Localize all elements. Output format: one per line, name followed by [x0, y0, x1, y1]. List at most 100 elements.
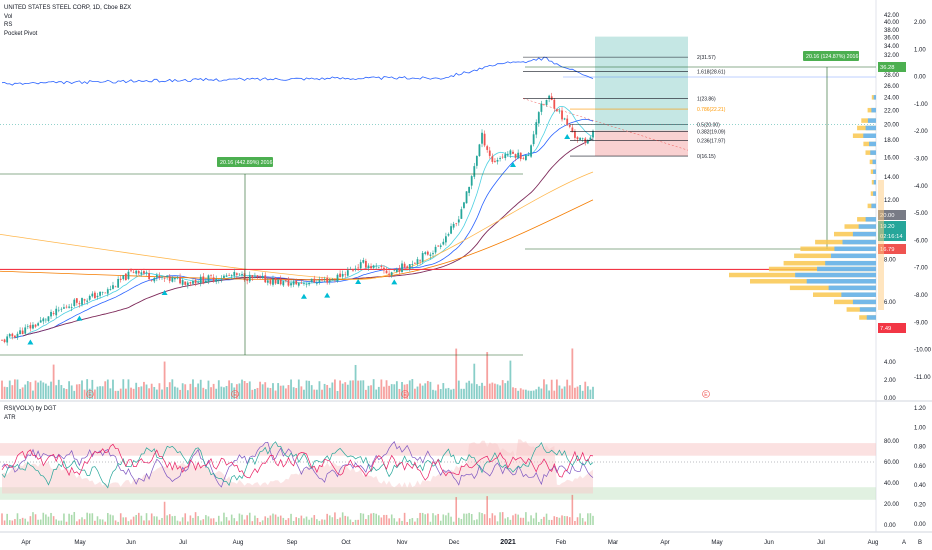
- candle-body: [279, 278, 282, 285]
- volume-bar: [47, 385, 50, 399]
- earnings-marker: [401, 390, 409, 398]
- volume-bar: [145, 384, 148, 399]
- candle-body: [217, 280, 220, 281]
- volume-bar: [558, 385, 561, 399]
- volume-bar: [158, 383, 161, 399]
- rsi-volume-bar: [442, 514, 445, 525]
- volume-bar: [99, 386, 101, 399]
- time-tick-label: May: [711, 540, 722, 546]
- rsi-volume-bar: [91, 513, 94, 525]
- candle-body: [491, 156, 494, 162]
- profile-bar-sell: [873, 191, 876, 196]
- candle-body: [248, 274, 251, 282]
- rsi-volume-bar: [153, 516, 156, 525]
- candle-body: [555, 109, 558, 112]
- volume-bar: [388, 385, 391, 399]
- candle-body: [233, 271, 236, 276]
- volume-bar: [499, 385, 501, 399]
- volume-bar: [313, 389, 316, 399]
- candle-body: [86, 300, 89, 302]
- rsi-volume-bar: [563, 516, 566, 525]
- profile-bar-sell: [852, 299, 876, 305]
- rsi-volume-bar: [568, 517, 571, 525]
- rsi-volume-bar: [251, 521, 254, 525]
- volume-bar: [401, 382, 403, 399]
- candle-body: [68, 306, 71, 308]
- candle-body: [483, 133, 486, 146]
- legend-rsi-volx[interactable]: RSI(VOLX) by DGT: [4, 406, 57, 412]
- candle-body: [197, 282, 200, 284]
- candle-body: [21, 330, 24, 335]
- volume-bar: [491, 382, 494, 399]
- rsi-volume-bar: [32, 512, 34, 525]
- atr-tick-label: 0.00: [914, 522, 926, 528]
- volume-bars: [1, 348, 594, 399]
- rsi-volume-bar: [57, 520, 60, 525]
- rsi-volume-bar: [259, 521, 261, 525]
- volume-bar: [380, 379, 383, 399]
- rsi-volume-bar: [166, 515, 168, 525]
- candle-body: [264, 275, 267, 283]
- volume-bar: [143, 381, 145, 399]
- rsi-volume-bar: [331, 517, 334, 525]
- candle-body: [481, 132, 483, 144]
- rsi-volume-bar: [388, 518, 390, 525]
- rsi-tick-label: 80.00: [884, 439, 900, 445]
- legend-atr[interactable]: ATR: [4, 414, 16, 421]
- candle-body: [259, 276, 261, 277]
- volume-bar: [148, 388, 151, 399]
- candle-body: [424, 252, 427, 254]
- symbol-title[interactable]: UNITED STATES STEEL CORP, 1D, Cboe BZX: [4, 5, 132, 11]
- legend-vol[interactable]: Vol: [4, 13, 13, 20]
- price-label-bg: [878, 231, 906, 241]
- candle-body: [460, 209, 463, 219]
- rsi-volume-bar: [34, 514, 37, 525]
- price-label: 36.28: [880, 65, 895, 71]
- candle-body: [419, 260, 421, 262]
- earnings-marker: [86, 390, 94, 398]
- candle-body: [37, 323, 40, 326]
- pocket-pivot-marker: [355, 278, 362, 284]
- rsi-volume-bar: [581, 518, 584, 525]
- rsi-volume-bar: [189, 515, 192, 525]
- candle-body: [47, 316, 50, 322]
- candle-body: [155, 275, 158, 278]
- rsi-volume-bar: [300, 515, 303, 525]
- profile-bar-sell: [828, 285, 876, 291]
- rsi-volume-bar: [545, 513, 548, 525]
- volume-bar: [367, 385, 370, 399]
- volume-bar: [341, 383, 344, 399]
- profile-bar-sell: [842, 239, 876, 245]
- candle-body: [194, 280, 197, 284]
- candle-body: [124, 273, 127, 280]
- candle-body: [166, 275, 169, 277]
- candle-body: [42, 318, 45, 322]
- legend-pocket-pivot[interactable]: Pocket Pivot: [4, 30, 38, 37]
- volume-bar: [568, 385, 571, 399]
- rsi-volume-bar: [496, 521, 499, 525]
- time-tick-label: Sep: [287, 540, 298, 546]
- legend-rs[interactable]: RS: [4, 22, 13, 28]
- candle-body: [486, 146, 489, 150]
- volume-bar: [243, 381, 246, 399]
- candle-body: [561, 110, 563, 120]
- rsi-volume-bar: [566, 516, 568, 525]
- profile-bar-sell: [865, 217, 876, 222]
- fib-level-label: 1(23.86): [697, 96, 716, 102]
- volume-bar: [57, 379, 60, 399]
- volume-bar: [543, 379, 545, 399]
- candle-body: [230, 275, 233, 276]
- volume-bar: [406, 384, 409, 399]
- volume-bar: [550, 379, 553, 399]
- rsi-volume-bar: [238, 513, 241, 525]
- stop-zone: [595, 130, 688, 157]
- volume-bar: [52, 364, 55, 399]
- rsi-volume-bar: [457, 517, 460, 525]
- volume-bar: [70, 385, 73, 399]
- candle-body: [383, 267, 385, 271]
- candle-body: [295, 280, 298, 285]
- price-tick-label: 36.00: [884, 36, 900, 42]
- candle-body: [566, 118, 569, 126]
- candle-body: [354, 268, 357, 270]
